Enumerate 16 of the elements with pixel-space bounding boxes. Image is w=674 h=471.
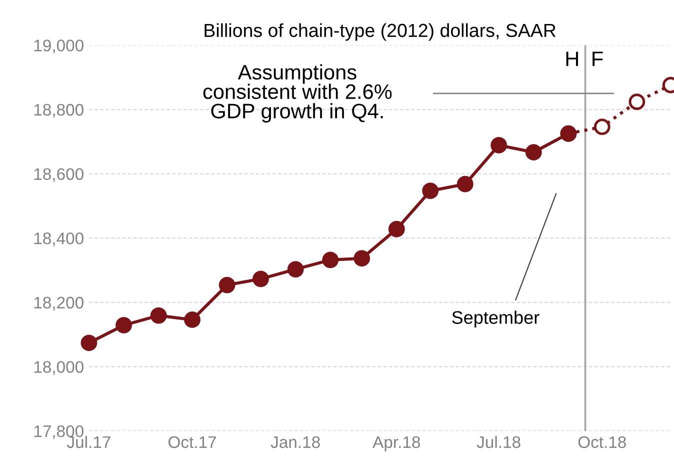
annotation: F: [592, 52, 603, 66]
annotation: September: [452, 310, 540, 328]
y-tick-label: 18,600: [34, 168, 84, 182]
y-tick-label: 18,400: [34, 232, 84, 246]
x-tick-label: Oct.18: [578, 436, 626, 448]
chart-title: Billions of chain-type (2012) dollars, SAAR: [204, 23, 556, 41]
x-tick-label: Jul.18: [476, 436, 520, 448]
y-tick-label: 19,000: [34, 40, 84, 54]
y-tick-label: 18,200: [34, 296, 84, 311]
x-tick-label: Oct.17: [168, 436, 216, 448]
annotation: H: [566, 52, 578, 66]
x-tick-label: Apr.18: [372, 436, 420, 452]
y-tick-label: 18,800: [34, 104, 84, 118]
annotation: Assumptions consistent with 2.6% GDP growth in Q4.: [203, 64, 392, 123]
x-tick-label: Jan.18: [270, 436, 320, 448]
y-tick-label: 18,000: [34, 361, 84, 375]
